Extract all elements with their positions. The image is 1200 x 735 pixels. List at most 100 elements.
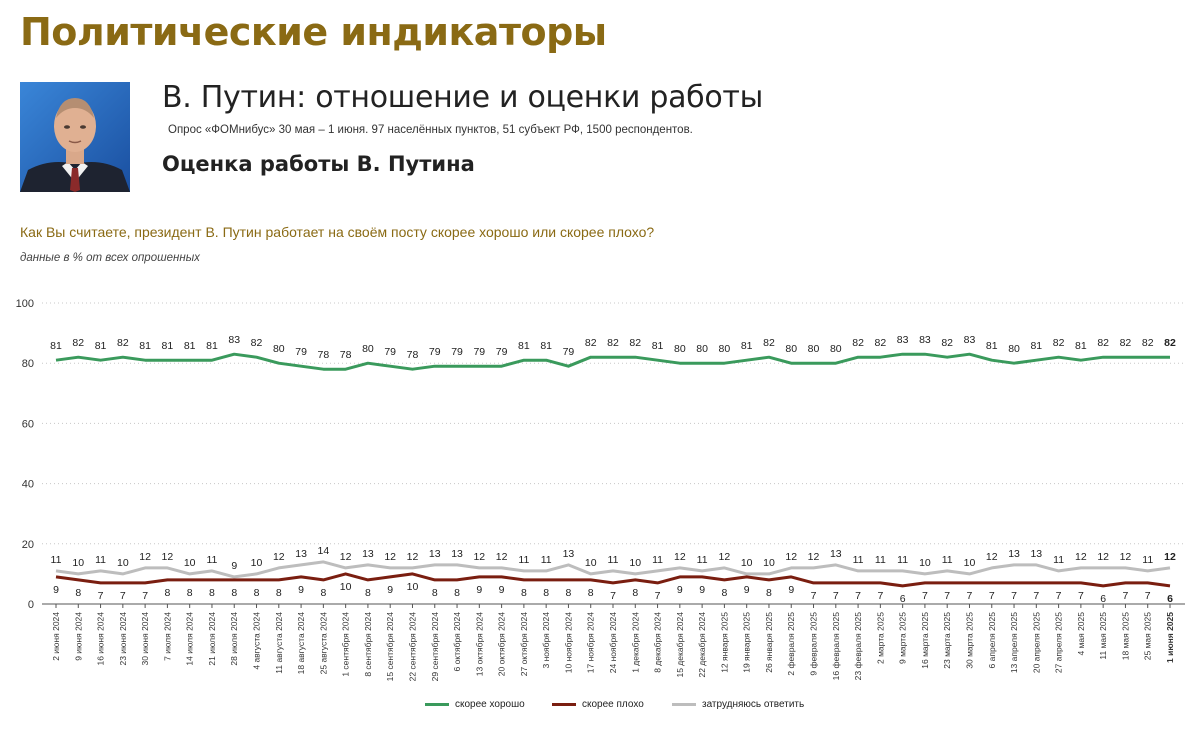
- legend-label-unsure: затрудняюсь ответить: [702, 698, 805, 710]
- data-label-good: 83: [897, 334, 909, 346]
- x-tick-label: 23 июня 2024: [118, 612, 128, 666]
- y-tick-label: 60: [22, 418, 34, 430]
- data-label-unsure: 12: [719, 551, 731, 563]
- data-label-unsure: 12: [1164, 551, 1176, 563]
- data-label-bad: 7: [1145, 590, 1151, 602]
- data-label-unsure: 11: [1142, 554, 1153, 566]
- data-label-unsure: 11: [853, 554, 864, 566]
- data-label-good: 78: [318, 349, 330, 361]
- data-label-good: 80: [362, 343, 374, 355]
- data-label-unsure: 12: [1120, 551, 1132, 563]
- data-label-bad: 9: [499, 584, 505, 596]
- data-label-unsure: 12: [407, 551, 419, 563]
- x-tick-label: 22 сентября 2024: [407, 612, 417, 682]
- data-label-unsure: 11: [608, 554, 619, 566]
- x-tick-label: 8 сентября 2024: [363, 612, 373, 677]
- y-tick-label: 40: [22, 479, 34, 491]
- portrait-photo: [20, 82, 130, 192]
- data-label-bad: 8: [543, 587, 549, 599]
- x-tick-label: 1 сентября 2024: [341, 612, 351, 677]
- data-label-unsure: 11: [207, 554, 218, 566]
- x-tick-label: 25 мая 2025: [1143, 612, 1153, 661]
- data-label-bad: 6: [1167, 593, 1173, 605]
- data-label-good: 79: [496, 346, 508, 358]
- x-tick-label: 15 декабря 2024: [675, 612, 685, 678]
- data-label-good: 81: [1030, 340, 1042, 352]
- data-label-unsure: 10: [763, 557, 775, 569]
- data-label-bad: 7: [833, 590, 839, 602]
- data-label-bad: 7: [120, 590, 126, 602]
- data-label-bad: 7: [855, 590, 861, 602]
- data-label-unsure: 11: [942, 554, 953, 566]
- data-label-unsure: 12: [674, 551, 686, 563]
- data-label-unsure: 13: [563, 548, 575, 560]
- x-tick-label: 9 февраля 2025: [809, 612, 819, 676]
- x-tick-label: 26 января 2025: [764, 612, 774, 673]
- data-label-bad: 7: [877, 590, 883, 602]
- x-tick-label: 1 июня 2025: [1165, 612, 1175, 663]
- x-tick-label: 29 сентября 2024: [430, 612, 440, 682]
- data-label-unsure: 10: [184, 557, 196, 569]
- data-label-bad: 9: [53, 584, 59, 596]
- data-label-good: 81: [50, 340, 62, 352]
- data-label-unsure: 12: [986, 551, 998, 563]
- x-tick-label: 17 ноября 2024: [586, 612, 596, 673]
- data-label-bad: 9: [699, 584, 705, 596]
- x-tick-label: 6 апреля 2025: [987, 612, 997, 669]
- data-label-unsure: 14: [318, 545, 330, 557]
- data-label-good: 80: [719, 343, 731, 355]
- y-tick-label: 80: [22, 358, 34, 370]
- data-label-bad: 7: [1056, 590, 1062, 602]
- data-label-good: 79: [295, 346, 307, 358]
- data-label-good: 82: [72, 337, 84, 349]
- data-label-good: 82: [875, 337, 887, 349]
- data-label-good: 82: [1053, 337, 1065, 349]
- legend-swatch-bad: [552, 702, 576, 706]
- x-tick-label: 25 августа 2024: [318, 612, 328, 675]
- data-label-bad: 9: [744, 584, 750, 596]
- x-tick-label: 7 июля 2024: [162, 612, 172, 661]
- x-tick-label: 13 октября 2024: [474, 612, 484, 677]
- data-label-good: 80: [785, 343, 797, 355]
- data-label-good: 80: [674, 343, 686, 355]
- data-label-good: 82: [607, 337, 619, 349]
- legend-label-good: скорее хорошо: [455, 698, 525, 710]
- x-tick-label: 19 января 2025: [742, 612, 752, 673]
- x-tick-label: 3 ноября 2024: [541, 612, 551, 669]
- x-tick-label: 18 августа 2024: [296, 612, 306, 675]
- legend-swatch-good: [425, 702, 449, 706]
- data-label-unsure: 11: [697, 554, 708, 566]
- data-label-unsure: 10: [251, 557, 263, 569]
- x-tick-label: 11 августа 2024: [274, 612, 284, 674]
- data-label-bad: 9: [788, 584, 794, 596]
- data-label-bad: 7: [610, 590, 616, 602]
- x-tick-label: 20 апреля 2025: [1031, 612, 1041, 673]
- series-line-unsure: [55, 560, 1171, 579]
- x-tick-label: 2 марта 2025: [875, 612, 885, 664]
- data-label-good: 81: [95, 340, 107, 352]
- data-label-unsure: 13: [830, 548, 842, 560]
- data-label-good: 82: [1164, 337, 1176, 349]
- x-tick-label: 23 марта 2025: [942, 612, 952, 669]
- data-label-bad: 8: [276, 587, 282, 599]
- legend-label-bad: скорее плохо: [582, 698, 644, 710]
- data-label-unsure: 10: [72, 557, 84, 569]
- data-label-good: 82: [763, 337, 775, 349]
- data-label-unsure: 11: [518, 554, 529, 566]
- x-tick-label: 4 мая 2025: [1076, 612, 1086, 656]
- data-label-good: 81: [184, 340, 196, 352]
- x-tick-label: 16 марта 2025: [920, 612, 930, 669]
- data-label-bad: 7: [989, 590, 995, 602]
- data-label-unsure: 12: [1097, 551, 1109, 563]
- x-tick-label: 23 февраля 2025: [853, 612, 863, 681]
- data-label-good: 83: [964, 334, 976, 346]
- data-label-good: 80: [273, 343, 285, 355]
- x-tick-label: 22 декабря 2024: [697, 612, 707, 678]
- data-label-good: 80: [1008, 343, 1020, 355]
- data-label-good: 81: [206, 340, 218, 352]
- data-label-good: 82: [941, 337, 953, 349]
- data-label-bad: 9: [677, 584, 683, 596]
- legend-item-good: скорее хорошо: [425, 696, 525, 712]
- data-label-unsure: 12: [496, 551, 508, 563]
- x-tick-label: 12 января 2025: [719, 612, 729, 673]
